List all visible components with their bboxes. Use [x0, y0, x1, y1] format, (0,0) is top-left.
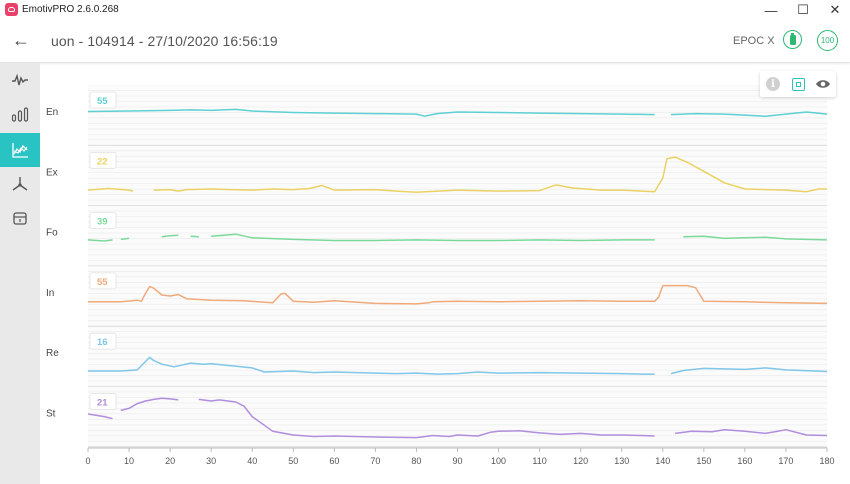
- sidebar-item-performance-metrics[interactable]: [0, 133, 40, 167]
- maximize-button[interactable]: ☐: [797, 2, 809, 17]
- lane-label-in: In: [46, 288, 54, 299]
- value-badge-re: [89, 332, 117, 350]
- series-line-st: [87, 397, 828, 439]
- recording-title: uon - 104914 - 27/10/2020 16:56:19: [51, 33, 278, 49]
- recording-header: ← uon - 104914 - 27/10/2020 16:56:19 EPO…: [0, 20, 850, 63]
- value-badge-text-st: 21: [97, 398, 108, 409]
- x-tick-label: 140: [655, 456, 670, 466]
- eeg-waveform-icon: [12, 73, 28, 86]
- series-line-in: [88, 284, 828, 305]
- x-tick-label: 120: [573, 456, 588, 466]
- info-button[interactable]: i: [764, 75, 782, 93]
- x-tick-label: 60: [329, 456, 339, 466]
- value-badge-text-en: 55: [97, 96, 108, 107]
- chart-toolbar: i: [760, 71, 836, 97]
- x-tick-label: 90: [452, 456, 462, 466]
- performance-metrics-chart: En 55 Ex 22 Fo 39 In 55 Re 16 St 21 0 10 20 30 40 50 60 70 8…: [40, 63, 850, 484]
- close-button[interactable]: ✕: [829, 2, 841, 17]
- battery-icon[interactable]: [783, 30, 802, 49]
- window-titlebar: EmotivPRO 2.6.0.268 — ☐ ✕: [0, 0, 850, 20]
- x-tick-label: 80: [411, 456, 421, 466]
- x-tick-label: 0: [85, 456, 90, 466]
- lane-label-fo: Fo: [46, 228, 58, 239]
- series-line-re: [88, 356, 828, 375]
- fit-screen-icon: [791, 77, 805, 91]
- minimize-button[interactable]: —: [764, 2, 778, 18]
- performance-metrics-icon: [12, 143, 28, 158]
- x-tick-label: 180: [819, 456, 834, 466]
- fit-screen-button[interactable]: [789, 75, 807, 93]
- band-power-icon: [11, 107, 29, 122]
- app-title: EmotivPRO 2.6.0.268: [22, 4, 119, 15]
- value-badge-in: [89, 272, 117, 290]
- x-tick-label: 40: [247, 456, 257, 466]
- value-badge-text-fo: 39: [97, 217, 108, 228]
- value-badge-st: [89, 393, 117, 410]
- sidebar-item-eeg[interactable]: [0, 63, 40, 97]
- x-tick-label: 160: [737, 456, 752, 466]
- sidebar-item-band-power[interactable]: [0, 97, 40, 131]
- eye-icon: [816, 80, 830, 88]
- x-tick-label: 50: [288, 456, 298, 466]
- lane-label-en: En: [46, 107, 58, 118]
- value-badge-text-ex: 22: [97, 156, 108, 167]
- signal-quality-badge[interactable]: 100: [817, 30, 838, 51]
- x-tick-label: 150: [696, 456, 711, 466]
- value-badge-text-in: 55: [97, 277, 108, 288]
- lane-label-st: St: [46, 409, 56, 420]
- plot-background: [88, 85, 827, 448]
- metrics-chart-svg: En 55 Ex 22 Fo 39 In 55 Re 16 St 21 0 10 20 30 40 50 60 70 8…: [46, 85, 835, 466]
- series-line-ex: [87, 156, 827, 193]
- x-tick-label: 30: [206, 456, 216, 466]
- device-name: EPOC X: [733, 35, 775, 47]
- series-line-fo: [87, 233, 828, 242]
- sidebar-item-markers[interactable]: [0, 201, 40, 235]
- info-icon: i: [766, 77, 780, 91]
- left-sidebar: [0, 63, 40, 484]
- markers-icon: [13, 212, 27, 225]
- value-badge-en: [89, 91, 117, 109]
- x-tick-label: 70: [370, 456, 380, 466]
- value-badge-text-re: 16: [97, 337, 108, 348]
- x-tick-label: 130: [614, 456, 629, 466]
- x-tick-label: 10: [124, 456, 134, 466]
- visibility-button[interactable]: [814, 75, 832, 93]
- lane-label-ex: Ex: [46, 167, 58, 178]
- value-badge-ex: [89, 151, 117, 169]
- emotiv-logo-icon: [5, 3, 18, 16]
- value-badge-fo: [89, 212, 117, 230]
- sidebar-item-motion[interactable]: [0, 167, 40, 201]
- x-tick-label: 20: [165, 456, 175, 466]
- x-tick-label: 170: [778, 456, 793, 466]
- back-arrow-icon[interactable]: ←: [12, 30, 30, 50]
- lane-label-re: Re: [46, 348, 59, 359]
- x-tick-label: 100: [491, 456, 506, 466]
- series-line-en: [87, 108, 828, 117]
- motion-icon: [12, 177, 28, 191]
- x-tick-label: 110: [532, 456, 546, 466]
